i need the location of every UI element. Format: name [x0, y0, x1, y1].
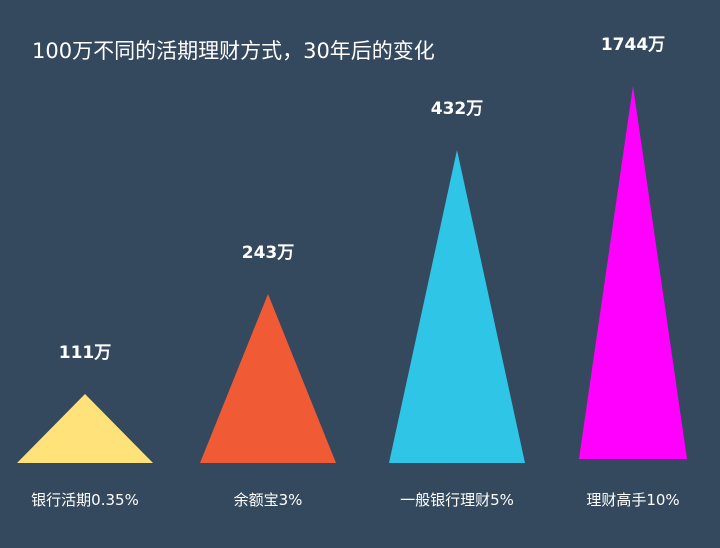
triangle-bar-1: [17, 394, 153, 463]
category-label-4: 理财高手10%: [586, 491, 679, 509]
value-label-4: 1744万: [601, 35, 665, 55]
triangle-bar-2: [200, 294, 336, 463]
category-label-2: 余额宝3%: [234, 491, 303, 509]
chart-title: 100万不同的活期理财方式，30年后的变化: [32, 39, 435, 63]
category-label-1: 银行活期0.35%: [31, 491, 139, 509]
value-label-1: 111万: [59, 343, 112, 363]
triangle-bar-4: [579, 86, 687, 459]
value-label-2: 243万: [242, 243, 295, 263]
category-label-3: 一般银行理财5%: [400, 491, 514, 509]
value-label-3: 432万: [431, 99, 484, 119]
triangle-bar-3: [389, 150, 525, 463]
